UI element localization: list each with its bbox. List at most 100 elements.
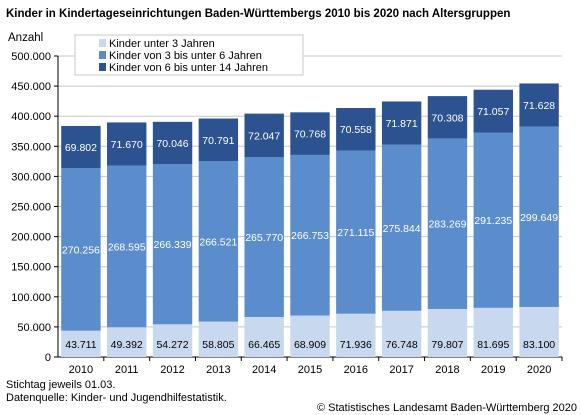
x-tick-label: 2017 [389, 364, 413, 376]
data-label: 271.115 [337, 227, 374, 239]
data-label: 79.807 [431, 339, 463, 351]
bar-segment [152, 324, 193, 357]
y-tick-label: 200.000 [11, 232, 51, 244]
data-label: 270.256 [62, 244, 100, 256]
legend-swatch [99, 63, 106, 71]
data-label: 266.753 [291, 230, 329, 242]
bar-segment [519, 126, 559, 307]
bar-segment [427, 308, 468, 357]
data-label: 266.521 [199, 236, 237, 248]
y-tick-label: 450.000 [11, 81, 51, 93]
y-tick-label: 0 [45, 352, 51, 364]
footnote-stichtag: Stichtag jeweils 01.03. [6, 379, 116, 391]
bar-segment [519, 306, 559, 357]
legend-swatch [99, 39, 106, 47]
x-tick-label: 2014 [252, 364, 276, 376]
x-tick-label: 2019 [481, 364, 505, 376]
data-label: 283.269 [428, 219, 466, 231]
data-label: 71.628 [523, 100, 555, 112]
data-label: 54.272 [156, 339, 188, 351]
bar-segment [107, 327, 147, 357]
legend-box [74, 34, 304, 76]
y-tick-label: 100.000 [11, 292, 51, 304]
bar-segment [427, 138, 468, 309]
bar-segment [381, 310, 422, 357]
data-label: 70.791 [202, 135, 234, 147]
bar-segment [519, 83, 559, 127]
bar-segment [336, 150, 376, 314]
legend-label: Kinder von 3 bis unter 6 Jahren [109, 50, 262, 62]
bar-segment [61, 167, 101, 331]
bar-segment [336, 108, 376, 151]
bar-segment [381, 101, 422, 145]
bar-segment [61, 125, 101, 168]
bar-segment [152, 163, 193, 325]
data-label: 275.844 [383, 223, 421, 235]
y-tick-label: 500.000 [11, 51, 51, 63]
y-tick-label: 300.000 [11, 171, 51, 183]
bar-segment [427, 96, 468, 139]
data-label: 49.392 [111, 339, 143, 351]
x-tick-label: 2016 [344, 364, 368, 376]
y-tick-label: 150.000 [11, 262, 51, 274]
y-axis-label: Anzahl [8, 32, 43, 44]
bar-segment [244, 113, 284, 157]
bar-segment [381, 144, 422, 311]
legend-swatch [99, 51, 106, 59]
x-tick-label: 2015 [298, 364, 322, 376]
x-tick-label: 2011 [115, 364, 139, 376]
x-tick-label: 2012 [160, 364, 184, 376]
legend-label: Kinder unter 3 Jahren [109, 38, 215, 50]
bar-segment [244, 316, 284, 357]
y-tick-label: 350.000 [11, 141, 51, 153]
bar-segment [107, 122, 147, 166]
bar-segment [198, 161, 239, 322]
bar-segment [61, 330, 101, 357]
data-label: 66.465 [248, 339, 280, 351]
y-tick-label: 50.000 [17, 322, 51, 334]
data-label: 81.695 [477, 339, 509, 351]
data-label: 58.805 [202, 339, 234, 351]
bar-segment [473, 132, 513, 308]
data-label: 70.046 [156, 138, 188, 150]
data-label: 291.235 [474, 215, 512, 227]
bar-segment [473, 307, 513, 357]
bar-segment [290, 154, 330, 316]
bar-segment [244, 156, 284, 317]
data-label: 299.649 [520, 212, 558, 224]
data-label: 71.057 [477, 106, 509, 118]
bar-segment [198, 321, 239, 357]
data-label: 43.711 [65, 339, 96, 351]
bar-segment [473, 89, 513, 133]
data-label: 265.770 [245, 232, 283, 244]
data-label: 71.670 [111, 139, 143, 151]
bar-segment [290, 112, 330, 155]
data-label: 68.909 [294, 339, 326, 351]
bar-segment [336, 313, 376, 357]
data-label: 70.768 [294, 129, 326, 141]
data-label: 266.339 [154, 239, 192, 251]
legend-label: Kinder von 6 bis unter 14 Jahren [109, 62, 268, 74]
bar-segment [152, 121, 193, 164]
bars: 43.711 270.256 69.802 49.392 268.595 71.670 54… [61, 83, 559, 357]
data-label: 70.308 [431, 112, 463, 124]
bar-segment [198, 118, 239, 162]
data-label: 76.748 [386, 339, 418, 351]
x-tick-label: 2013 [206, 364, 230, 376]
bar-segment [107, 165, 147, 328]
data-label: 83.100 [523, 339, 555, 351]
data-label: 69.802 [65, 142, 97, 154]
data-label: 268.595 [108, 241, 146, 253]
data-label: 72.047 [248, 130, 280, 142]
data-label: 71.871 [386, 118, 418, 130]
data-label: 70.558 [340, 124, 372, 136]
footnote-source: Datenquelle: Kinder- und Jugendhilfestat… [6, 392, 227, 404]
x-tick-label: 2020 [527, 364, 551, 376]
bar-segment [290, 315, 330, 357]
x-tick-label: 2010 [69, 364, 93, 376]
y-tick-label: 400.000 [11, 111, 51, 123]
y-tick-label: 250.000 [11, 202, 51, 214]
x-tick-label: 2018 [435, 364, 459, 376]
data-label: 71.936 [340, 339, 372, 351]
